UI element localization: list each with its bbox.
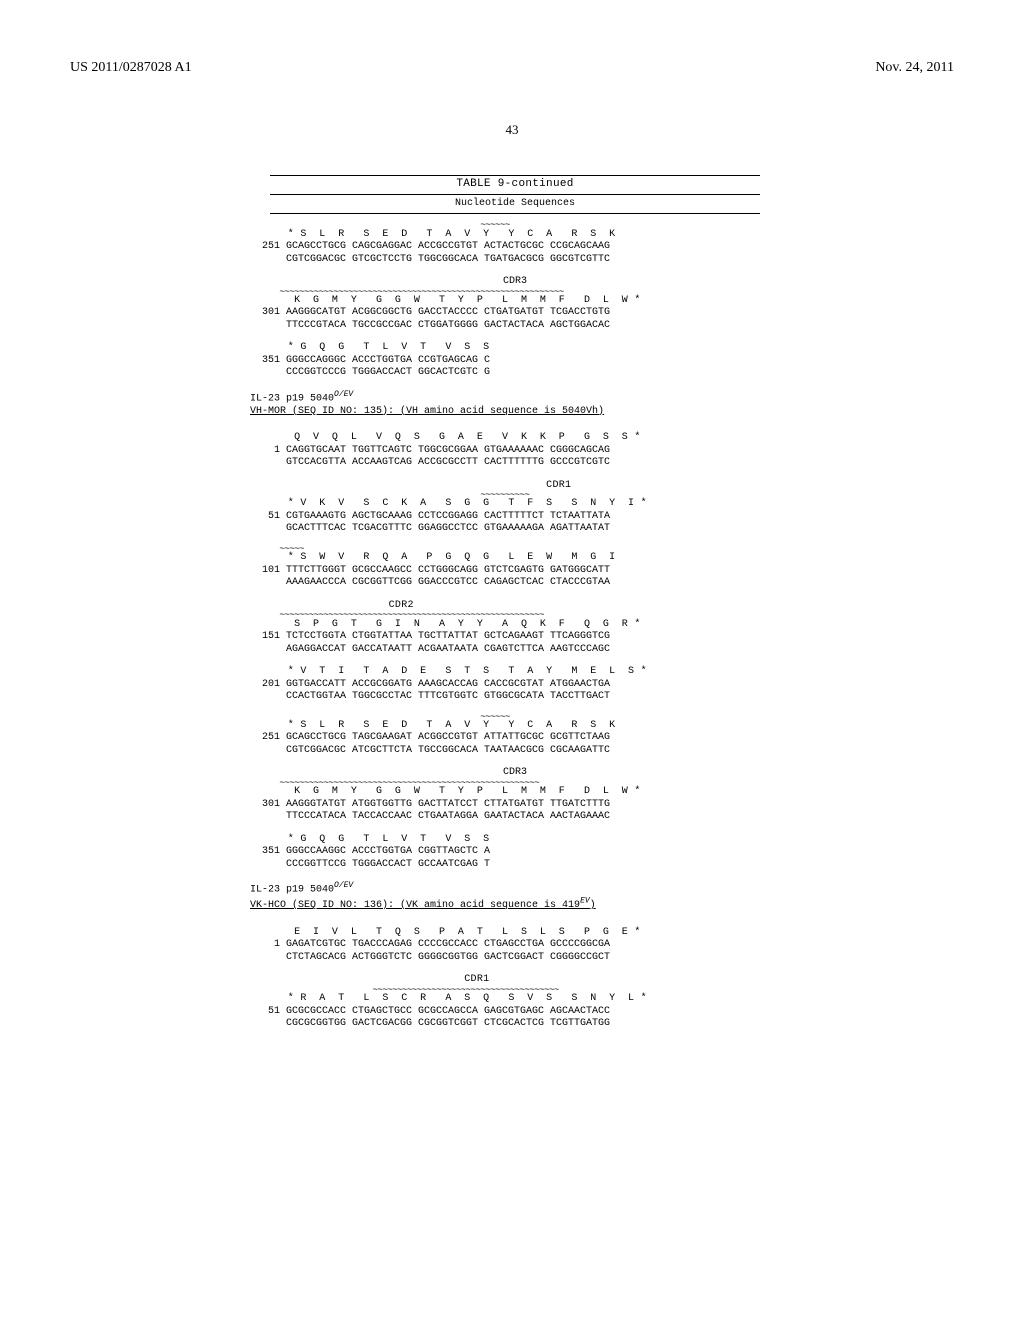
sequence-block: * S L R S E D T A V Y Y C A R S K 251 GC… [250, 229, 780, 267]
nucleotide-bottom-strand: AAAGAACCCA CGCGGTTCGG GGACCCGTCC CAGAGCT… [250, 577, 780, 590]
amino-acid-line: S P G T G I N A Y Y A Q K F Q G R * [250, 619, 780, 632]
sequence-block: K G M Y G G W T Y P L M M F D L W * 301 … [250, 295, 780, 333]
amino-acid-line: * S L R S E D T A V Y Y C A R S K [250, 720, 780, 733]
nucleotide-bottom-strand: CTCTAGCACG ACTGGGTCTC GGGGCGGTGG GACTCGG… [250, 952, 780, 965]
nucleotide-top-strand: 351 GGGCCAAGGC ACCCTGGTGA CGGTTAGCTC A [250, 846, 780, 859]
amino-acid-line: K G M Y G G W T Y P L M M F D L W * [250, 786, 780, 799]
nucleotide-bottom-strand: GTCCACGTTA ACCAAGTCAG ACCGCGCCTT CACTTTT… [250, 457, 780, 470]
sequence-block: E I V L T Q S P A T L S L S P G E * 1 GA… [250, 927, 780, 965]
nucleotide-bottom-strand: AGAGGACCAT GACCATAATT ACGAATAATA CGAGTCT… [250, 644, 780, 657]
amino-acid-line: * V K V S C K A S G G T F S S N Y I * [250, 498, 780, 511]
table-top-rule [270, 175, 760, 176]
sequence-block: K G M Y G G W T Y P L M M F D L W * 301 … [250, 786, 780, 824]
nucleotide-bottom-strand: CGTCGGACGC ATCGCTTCTA TGCCGGCACA TAATAAC… [250, 745, 780, 758]
page-header: US 2011/0287028 A1 Nov. 24, 2011 [0, 60, 1024, 76]
amino-acid-line: * G Q G T L V T V S S [250, 834, 780, 847]
sequence-block: * G Q G T L V T V S S 351 GGGCCAGGGC ACC… [250, 342, 780, 380]
sequence-block: Q V Q L V Q S G A E V K K P G S S * 1 CA… [250, 432, 780, 470]
table-subtitle: Nucleotide Sequences [270, 194, 760, 215]
publication-date: Nov. 24, 2011 [875, 60, 954, 76]
nucleotide-top-strand: 301 AAGGGTATGT ATGGTGGTTG GACTTATCCT CTT… [250, 799, 780, 812]
nucleotide-top-strand: 251 GCAGCCTGCG TAGCGAAGAT ACGGCCGTGT ATT… [250, 732, 780, 745]
sequence-content: TABLE 9-continued Nucleotide Sequences ~… [250, 175, 780, 1031]
nucleotide-top-strand: 351 GGGCCAGGGC ACCCTGGTGA CCGTGAGCAG C [250, 355, 780, 368]
table-title: TABLE 9-continued [250, 178, 780, 192]
nucleotide-top-strand: 151 TCTCCTGGTA CTGGTATTAA TGCTTATTAT GCT… [250, 631, 780, 644]
sequence-block: * V K V S C K A S G G T F S S N Y I * 51… [250, 498, 780, 536]
amino-acid-line: K G M Y G G W T Y P L M M F D L W * [250, 295, 780, 308]
nucleotide-bottom-strand: TTCCCGTACA TGCCGCCGAC CTGGATGGGG GACTACT… [250, 320, 780, 333]
sequence-header: IL-23 p19 5040O/EVVK-HCO (SEQ ID NO: 136… [250, 881, 780, 913]
sequence-block: * S L R S E D T A V Y Y C A R S K 251 GC… [250, 720, 780, 758]
nucleotide-bottom-strand: CGCGCGGTGG GACTCGACGG CGCGGTCGGT CTCGCAC… [250, 1018, 780, 1031]
nucleotide-top-strand: 51 CGTGAAAGTG AGCTGCAAAG CCTCCGGAGG CACT… [250, 511, 780, 524]
publication-number: US 2011/0287028 A1 [70, 60, 192, 76]
sequence-header: IL-23 p19 5040O/EVVH-MOR (SEQ ID NO: 135… [250, 390, 780, 418]
sequence-block: * S W V R Q A P G Q G L E W M G I 101 TT… [250, 552, 780, 590]
sequence-block: S P G T G I N A Y Y A Q K F Q G R * 151 … [250, 619, 780, 657]
nucleotide-bottom-strand: CCCGGTCCCG TGGGACCACT GGCACTCGTC G [250, 367, 780, 380]
nucleotide-top-strand: 51 GCGCGCCACC CTGAGCTGCC GCGCCAGCCA GAGC… [250, 1006, 780, 1019]
nucleotide-bottom-strand: TTCCCATACA TACCACCAAC CTGAATAGGA GAATACT… [250, 811, 780, 824]
nucleotide-bottom-strand: CCCGGTTCCG TGGGACCACT GCCAATCGAG T [250, 859, 780, 872]
amino-acid-line: Q V Q L V Q S G A E V K K P G S S * [250, 432, 780, 445]
nucleotide-top-strand: 201 GGTGACCATT ACCGCGGATG AAAGCACCAG CAC… [250, 679, 780, 692]
amino-acid-line: E I V L T Q S P A T L S L S P G E * [250, 927, 780, 940]
amino-acid-line: * S W V R Q A P G Q G L E W M G I [250, 552, 780, 565]
nucleotide-top-strand: 101 TTTCTTGGGT GCGCCAAGCC CCTGGGCAGG GTC… [250, 565, 780, 578]
nucleotide-top-strand: 301 AAGGGCATGT ACGGCGGCTG GACCTACCCC CTG… [250, 307, 780, 320]
nucleotide-bottom-strand: CCACTGGTAA TGGCGCCTAC TTTCGTGGTC GTGGCGC… [250, 691, 780, 704]
nucleotide-bottom-strand: CGTCGGACGC GTCGCTCCTG TGGCGGCACA TGATGAC… [250, 254, 780, 267]
sequence-block: * G Q G T L V T V S S 351 GGGCCAAGGC ACC… [250, 834, 780, 872]
nucleotide-top-strand: 1 GAGATCGTGC TGACCCAGAG CCCCGCCACC CTGAG… [250, 939, 780, 952]
nucleotide-top-strand: 251 GCAGCCTGCG CAGCGAGGAC ACCGCCGTGT ACT… [250, 241, 780, 254]
page-number: 43 [0, 122, 1024, 138]
amino-acid-line: * G Q G T L V T V S S [250, 342, 780, 355]
amino-acid-line: * S L R S E D T A V Y Y C A R S K [250, 229, 780, 242]
sequence-block: * R A T L S C R A S Q S V S S N Y L * 51… [250, 993, 780, 1031]
sequence-block: * V T I T A D E S T S T A Y M E L S * 20… [250, 666, 780, 704]
nucleotide-top-strand: 1 CAGGTGCAAT TGGTTCAGTC TGGCGCGGAA GTGAA… [250, 445, 780, 458]
amino-acid-line: * V T I T A D E S T S T A Y M E L S * [250, 666, 780, 679]
nucleotide-bottom-strand: GCACTTTCAC TCGACGTTTC GGAGGCCTCC GTGAAAA… [250, 523, 780, 536]
amino-acid-line: * R A T L S C R A S Q S V S S N Y L * [250, 993, 780, 1006]
